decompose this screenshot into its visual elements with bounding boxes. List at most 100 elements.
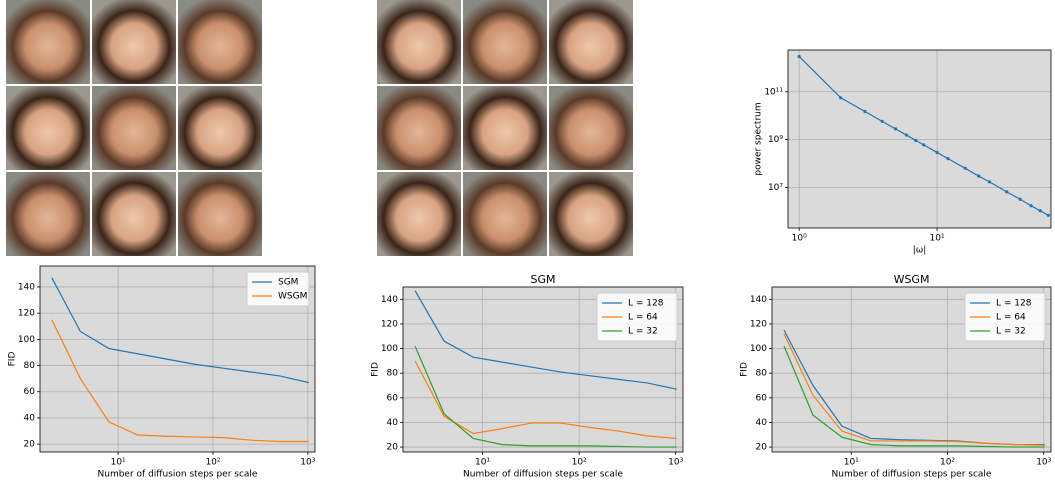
face: [92, 0, 176, 84]
chart: 10⁰ 10¹ 10⁷ 10⁹ 10¹¹ |ω| power spectrum: [754, 49, 1052, 256]
legend-box: [596, 292, 678, 342]
y-tick-label: 10⁹: [768, 135, 783, 145]
y-tick-label: 60: [756, 393, 768, 403]
x-axis-label: Number of diffusion steps per scale: [463, 470, 623, 480]
point: [963, 166, 967, 170]
y-tick-label: 100: [750, 344, 767, 354]
y-tick-label: 120: [750, 319, 767, 329]
y-tick-label: 80: [24, 361, 36, 371]
x-axis-label: Number of diffusion steps per scale: [98, 470, 258, 480]
x-tick-label: 10²: [940, 458, 955, 468]
series-line: [783, 333, 1045, 446]
face: [549, 172, 633, 256]
legend-box: [246, 271, 310, 307]
x-tick-label: 10⁰: [792, 234, 807, 244]
y-tick-label: 140: [750, 295, 767, 305]
face: [463, 0, 547, 84]
series-line: [414, 290, 677, 390]
point: [1018, 197, 1022, 201]
legend-label: L = 128: [996, 299, 1032, 309]
point: [914, 138, 918, 142]
point: [922, 143, 926, 147]
series-line: [51, 319, 309, 443]
y-tick-label: 20: [24, 440, 36, 450]
y-tick-label: 120: [18, 309, 35, 319]
chart-title: WSGM: [894, 273, 930, 286]
face: [178, 86, 262, 170]
point: [1005, 190, 1009, 194]
x-tick-label: 10¹: [475, 458, 490, 468]
x-tick-label: 10²: [572, 458, 587, 468]
face: [463, 172, 547, 256]
axes-frame: [771, 286, 1052, 453]
point: [839, 96, 843, 100]
y-tick-label: 80: [756, 369, 768, 379]
y-axis-label: FID: [740, 362, 750, 377]
y-tick-label: 10¹¹: [764, 87, 783, 97]
chart: 10¹ 10² 10³ 20 40 60 80 100 120 140 WSGM Number of …: [740, 273, 1052, 480]
point: [1038, 209, 1042, 213]
point: [863, 109, 867, 114]
x-tick-label: 10¹: [930, 234, 945, 244]
legend-label: L = 128: [628, 299, 664, 309]
point: [987, 180, 992, 184]
legend-label: SGM: [278, 278, 298, 288]
x-tick-label: 10³: [300, 458, 315, 468]
axes-frame: [402, 286, 684, 453]
x-tick-label: 10¹: [111, 458, 126, 468]
sample-grid-left: [6, 0, 262, 256]
y-axis-label: FID: [371, 362, 381, 377]
y-tick-label: 80: [387, 369, 399, 379]
point: [1029, 204, 1033, 208]
y-axis-label: FID: [8, 352, 18, 367]
y-tick-label: 100: [18, 335, 35, 345]
face: [377, 172, 461, 256]
face: [178, 172, 262, 256]
legend-label: L = 64: [996, 313, 1026, 323]
y-tick-label: 20: [756, 443, 768, 453]
x-axis-label: Number of diffusion steps per scale: [832, 470, 992, 480]
y-tick-label: 10⁷: [768, 183, 783, 193]
point: [880, 119, 884, 123]
x-tick-label: 10³: [668, 458, 683, 468]
y-tick-label: 40: [756, 418, 768, 428]
chart: 10¹ 10² 10³ 20 40 60 80 100 120 140 SGM Number of d…: [371, 273, 684, 480]
legend-box: [964, 292, 1046, 342]
y-tick-label: 140: [381, 295, 398, 305]
axes-frame: [787, 49, 1052, 229]
face: [549, 0, 633, 84]
x-tick-label: 10¹: [844, 458, 859, 468]
point: [946, 157, 950, 161]
point: [893, 127, 898, 131]
series-line: [798, 56, 1049, 216]
y-tick-label: 140: [18, 282, 35, 292]
series-line: [414, 360, 677, 440]
axes-frame: [39, 265, 316, 453]
y-tick-label: 40: [24, 413, 36, 423]
y-tick-label: 100: [381, 344, 398, 354]
face: [178, 0, 262, 84]
plot-area: [788, 50, 1051, 228]
x-tick-label: 10³: [1036, 458, 1051, 468]
face: [377, 86, 461, 170]
legend-label: L = 32: [996, 327, 1026, 337]
y-tick-label: 20: [387, 443, 399, 453]
face: [463, 86, 547, 170]
chart-title: SGM: [531, 273, 556, 286]
face: [92, 172, 176, 256]
point: [797, 54, 801, 59]
point: [976, 174, 981, 178]
series-line: [414, 345, 677, 448]
y-tick-label: 60: [387, 393, 399, 403]
series-line: [783, 345, 1045, 448]
face: [377, 0, 461, 84]
point: [1046, 213, 1050, 217]
legend-label: L = 64: [628, 313, 658, 323]
face: [92, 86, 176, 170]
face: [6, 86, 90, 170]
point: [935, 150, 939, 155]
y-tick-label: 120: [381, 319, 398, 329]
sample-grid-middle: [377, 0, 633, 256]
legend-label: WSGM: [278, 292, 307, 302]
